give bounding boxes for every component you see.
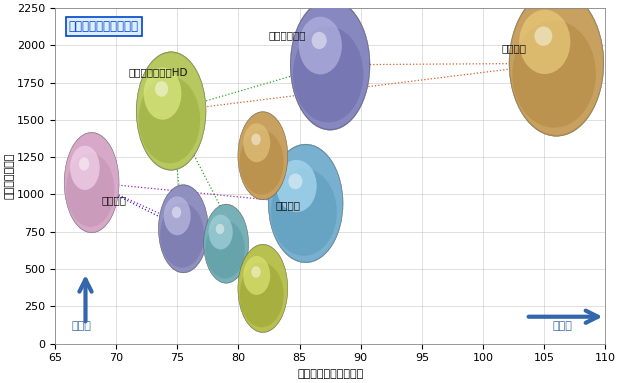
Text: 富士フイルム: 富士フイルム [269,30,306,40]
Ellipse shape [512,20,596,128]
Ellipse shape [238,244,288,332]
Ellipse shape [136,52,206,170]
Ellipse shape [204,204,249,283]
Ellipse shape [291,1,370,129]
Ellipse shape [137,53,205,169]
Ellipse shape [160,203,204,268]
Ellipse shape [243,256,270,295]
Ellipse shape [293,26,363,123]
Ellipse shape [144,67,182,120]
Ellipse shape [534,26,552,46]
Ellipse shape [238,112,288,200]
Text: 出光興産: 出光興産 [502,43,526,53]
Ellipse shape [269,145,342,262]
Ellipse shape [204,205,248,282]
Ellipse shape [158,185,208,273]
Ellipse shape [139,76,200,163]
Ellipse shape [155,81,168,97]
Ellipse shape [205,221,245,278]
Ellipse shape [519,10,570,74]
Ellipse shape [70,146,100,190]
Ellipse shape [510,0,603,135]
Ellipse shape [268,144,343,263]
Ellipse shape [239,130,283,195]
Ellipse shape [509,0,604,136]
Ellipse shape [243,123,270,162]
Ellipse shape [312,32,327,49]
Ellipse shape [164,196,191,235]
Ellipse shape [238,113,287,199]
Ellipse shape [290,0,370,130]
Ellipse shape [299,17,342,74]
Ellipse shape [159,185,208,272]
Ellipse shape [271,169,337,256]
Ellipse shape [79,157,89,170]
Ellipse shape [66,153,115,227]
Ellipse shape [238,245,287,332]
Ellipse shape [64,133,118,232]
Y-axis label: 総合評価スコア: 総合評価スコア [4,153,14,199]
Ellipse shape [216,224,224,234]
Ellipse shape [277,160,317,212]
Text: コニカミノルタHD: コニカミノルタHD [128,67,188,77]
Text: 個別力: 個別力 [552,321,572,331]
Ellipse shape [239,262,283,327]
Ellipse shape [172,206,181,218]
Text: 三井化学: 三井化学 [102,195,126,205]
Text: 円の大きさ：出願件数: 円の大きさ：出願件数 [69,20,139,33]
X-axis label: パテントスコア最高値: パテントスコア最高値 [297,369,363,379]
Ellipse shape [64,133,119,233]
Ellipse shape [251,133,261,145]
Text: 総合力: 総合力 [72,321,92,331]
Ellipse shape [288,173,303,189]
Ellipse shape [251,266,261,278]
Text: キャノン: キャノン [275,200,300,210]
Ellipse shape [208,214,232,249]
